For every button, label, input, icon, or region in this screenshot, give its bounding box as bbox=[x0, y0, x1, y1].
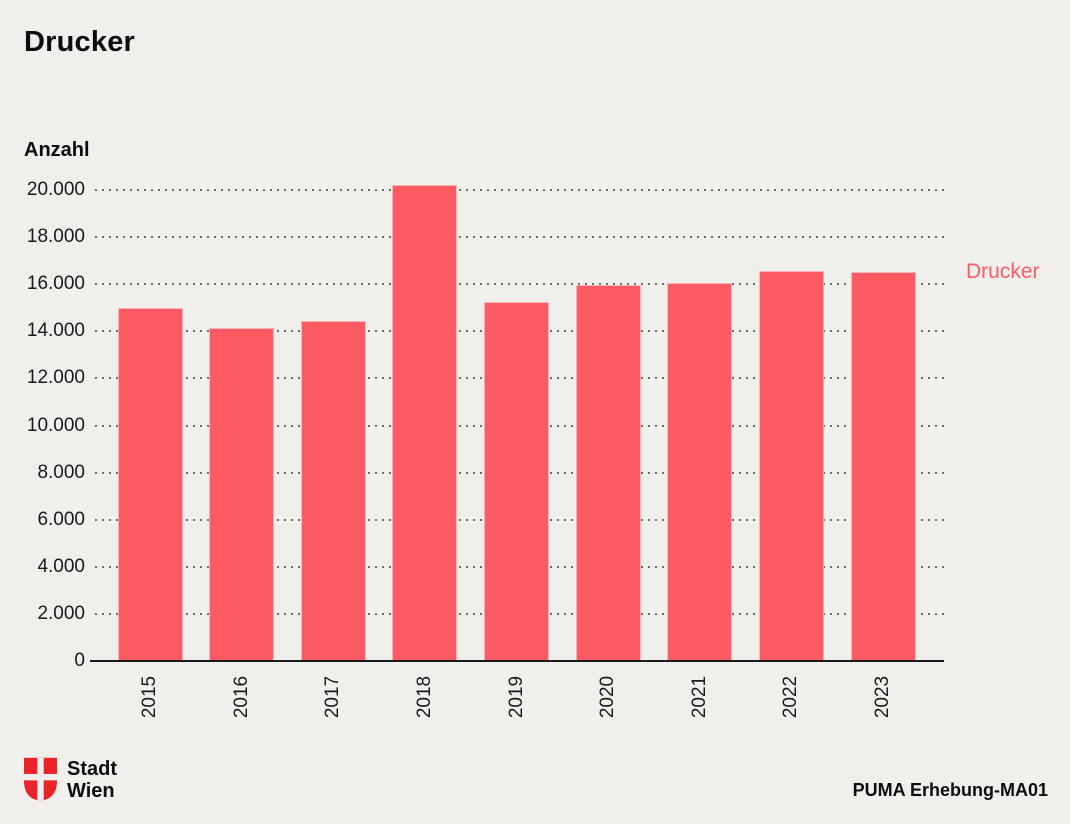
y-axis-tick-label: 10.000 bbox=[26, 414, 85, 436]
bar-2019 bbox=[484, 301, 549, 661]
y-axis-tick-label: 18.000 bbox=[26, 226, 85, 248]
gridline bbox=[95, 189, 944, 191]
y-axis-tick-label: 8.000 bbox=[37, 461, 85, 483]
bar-2015 bbox=[117, 307, 183, 661]
y-axis-title: Anzahl bbox=[24, 139, 90, 161]
gridline bbox=[95, 236, 944, 239]
x-axis-tick-label: 2019 bbox=[505, 675, 527, 719]
bar-2017 bbox=[300, 320, 366, 661]
x-axis-line bbox=[90, 660, 944, 662]
chart-title: Drucker bbox=[24, 26, 136, 58]
y-axis-tick-label: 12.000 bbox=[26, 367, 85, 389]
x-axis-tick-label: 2017 bbox=[322, 675, 344, 719]
bar-2021 bbox=[667, 283, 733, 661]
bar-2023 bbox=[850, 272, 916, 661]
wien-shield-icon bbox=[24, 757, 57, 801]
stadt-wien-logo: Stadt Wien bbox=[24, 757, 117, 802]
y-axis-tick-label: 6.000 bbox=[37, 508, 85, 530]
x-axis-tick-label: 2016 bbox=[230, 675, 252, 719]
logo-line-1: Stadt bbox=[67, 758, 117, 780]
y-axis-tick-label: 16.000 bbox=[26, 273, 85, 295]
y-axis-tick-label: 20.000 bbox=[26, 179, 85, 200]
y-axis-tick-label: 14.000 bbox=[26, 320, 85, 342]
x-axis-tick-label: 2021 bbox=[688, 675, 710, 719]
bar-2020 bbox=[575, 285, 641, 661]
bar-2018 bbox=[392, 185, 458, 661]
x-axis-tick-label: 2020 bbox=[597, 675, 619, 719]
bar-2022 bbox=[758, 271, 824, 661]
logo-line-2: Wien bbox=[67, 780, 115, 802]
y-axis-tick-label: 0 bbox=[74, 650, 85, 671]
y-axis-tick-label: 4.000 bbox=[37, 555, 85, 577]
x-axis-tick-label: 2018 bbox=[413, 675, 435, 719]
source-caption: PUMA Erhebung-MA01 bbox=[852, 780, 1048, 800]
y-axis-tick-label: 2.000 bbox=[37, 602, 85, 624]
x-axis-tick-label: 2022 bbox=[780, 675, 802, 719]
x-axis-tick-label: 2015 bbox=[139, 675, 160, 719]
stadt-wien-wordmark: Stadt Wien bbox=[67, 758, 117, 802]
legend-label: Drucker bbox=[966, 260, 1040, 283]
bar-2016 bbox=[209, 327, 275, 661]
gridline bbox=[95, 283, 944, 286]
x-axis-tick-label: 2023 bbox=[872, 675, 893, 719]
